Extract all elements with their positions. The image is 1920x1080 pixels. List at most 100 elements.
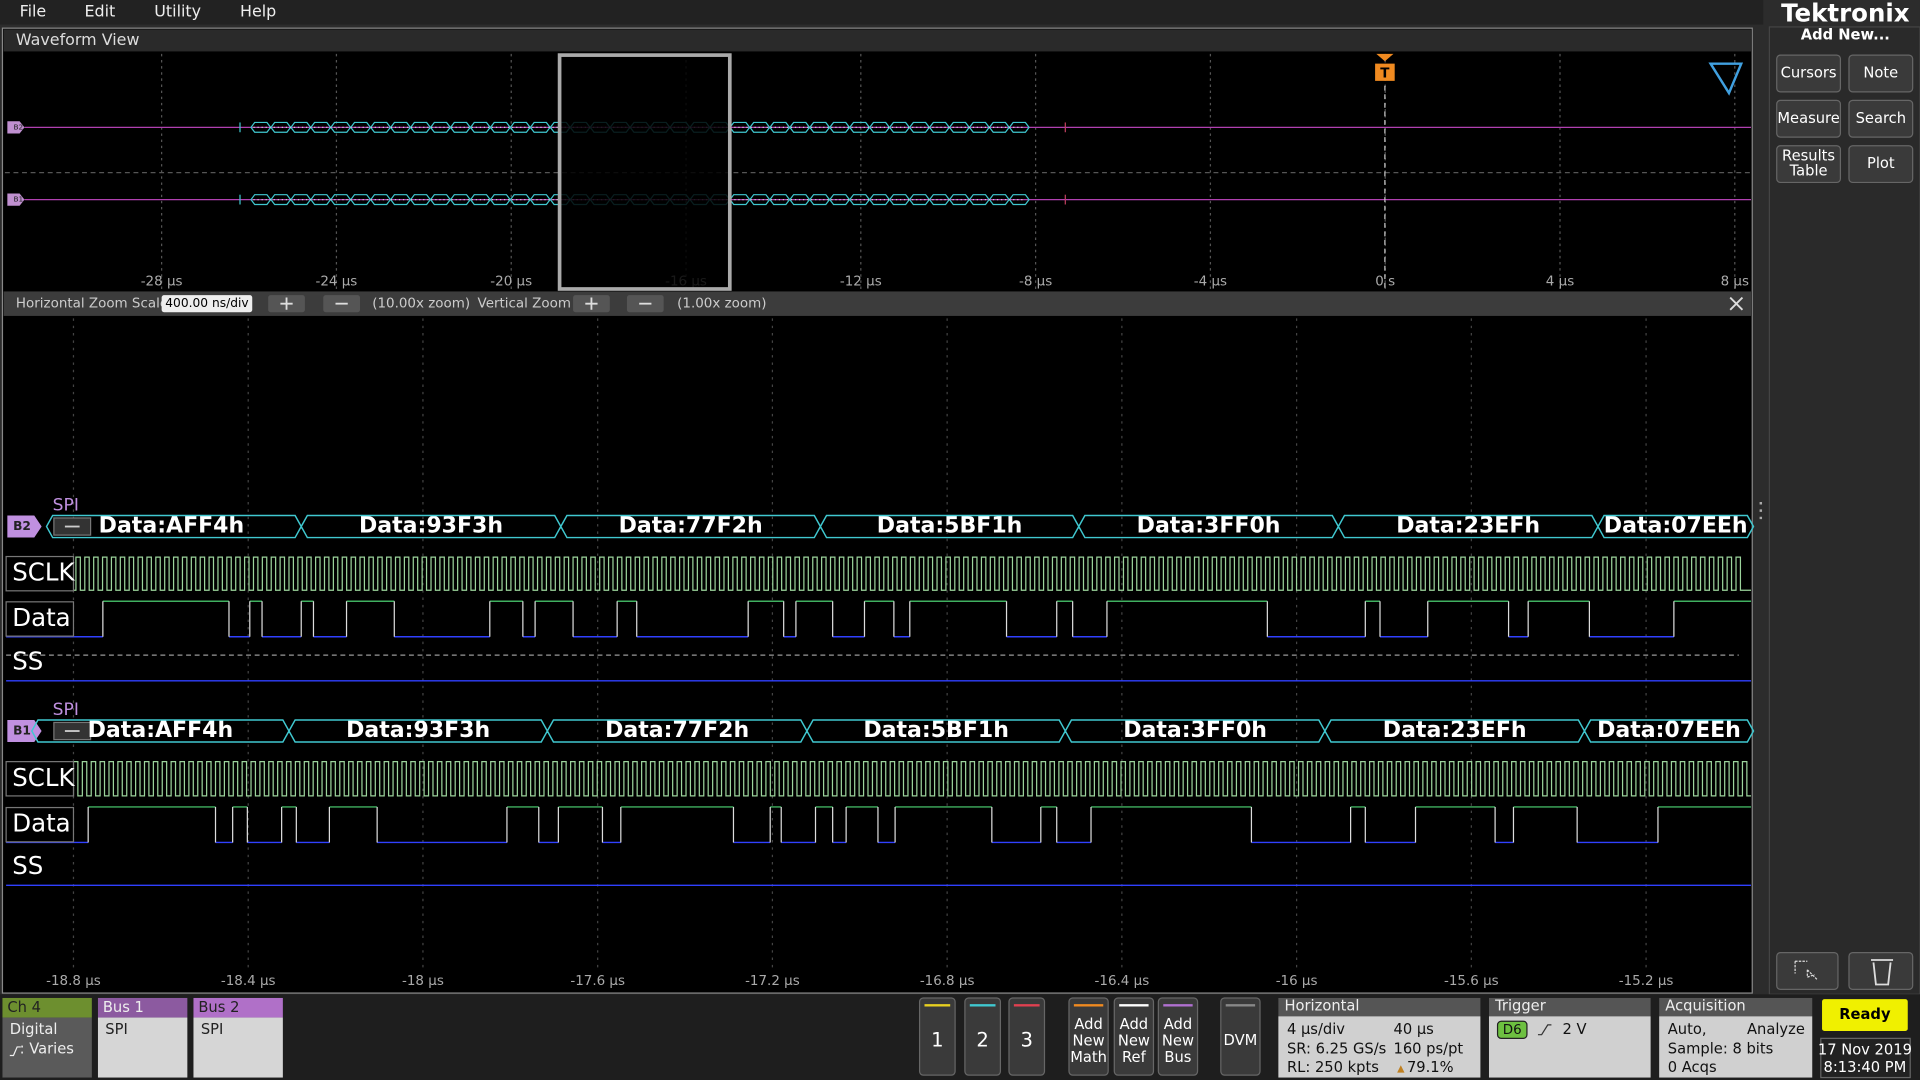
- zoom-button-icon: [280, 297, 293, 310]
- panel-body[interactable]: [1278, 1016, 1481, 1078]
- add-button-label[interactable]: New: [1162, 1032, 1194, 1049]
- add-button[interactable]: [1068, 997, 1109, 1076]
- menu-item[interactable]: Edit: [84, 2, 115, 21]
- panel-body[interactable]: [1659, 1016, 1813, 1078]
- bus-packet-label: Data:AFF4h: [99, 514, 245, 539]
- x-tick-label: -16.4 µs: [1095, 974, 1150, 989]
- side-button-label[interactable]: Table: [1789, 162, 1828, 179]
- side-button[interactable]: [1776, 145, 1842, 184]
- status-text: Ready: [1839, 1006, 1891, 1023]
- panel-text: SR: 6.25 GS/s: [1287, 1040, 1386, 1057]
- x-tick-label: -17.2 µs: [745, 974, 800, 989]
- side-button-label[interactable]: Measure: [1777, 110, 1839, 127]
- x-tick-label: -18 µs: [402, 974, 444, 989]
- panel-title[interactable]: Horizontal: [1284, 998, 1359, 1015]
- add-button[interactable]: [1157, 997, 1199, 1076]
- threshold-icon: [9, 1046, 21, 1057]
- side-button-label[interactable]: Results: [1782, 148, 1835, 165]
- channel-button-label[interactable]: 1: [931, 1028, 943, 1051]
- channel-button[interactable]: [918, 997, 956, 1076]
- add-button-label[interactable]: Ref: [1122, 1049, 1147, 1066]
- bus-protocol: SPI: [53, 496, 79, 516]
- signal-label: Data: [12, 809, 70, 838]
- view-title: Waveform View: [16, 30, 140, 49]
- trash-icon: [1871, 959, 1894, 986]
- status-box: [1822, 999, 1908, 1032]
- data-trace-edges: [87, 806, 1659, 843]
- clock-box: [1820, 1037, 1911, 1079]
- add-button-label[interactable]: Math: [1070, 1049, 1107, 1066]
- selection-icon: [1794, 960, 1818, 981]
- dvm-label[interactable]: DVM: [1224, 1032, 1258, 1049]
- zoom-label: Horizontal Zoom Scale: [16, 297, 168, 312]
- panel-text: 2 V: [1562, 1021, 1586, 1038]
- panel-header[interactable]: [1278, 997, 1481, 1017]
- x-tick-label: -15.2 µs: [1619, 974, 1674, 989]
- badge-header[interactable]: [97, 997, 188, 1018]
- add-button-label[interactable]: Add: [1164, 1016, 1192, 1033]
- panel-text: 79.1%: [1407, 1059, 1454, 1076]
- channel-button-label[interactable]: 2: [976, 1028, 988, 1051]
- x-tick-label: -12 µs: [840, 275, 882, 290]
- add-button-label[interactable]: New: [1118, 1032, 1150, 1049]
- signal-label-box: [5, 806, 75, 843]
- panel-header[interactable]: [1488, 997, 1651, 1017]
- channel-button-label[interactable]: 3: [1021, 1028, 1033, 1051]
- badge-body[interactable]: [97, 1017, 188, 1078]
- badge-title[interactable]: Ch 4: [7, 999, 41, 1016]
- side-button-label[interactable]: Cursors: [1781, 64, 1837, 81]
- side-button[interactable]: [1848, 99, 1914, 138]
- side-button[interactable]: [1848, 54, 1914, 93]
- side-button[interactable]: [1776, 99, 1842, 138]
- side-button-label[interactable]: Plot: [1867, 155, 1895, 172]
- add-button-label[interactable]: Add: [1074, 1016, 1102, 1033]
- badge-header[interactable]: [193, 997, 283, 1018]
- add-button-label[interactable]: Bus: [1164, 1049, 1191, 1066]
- sclk-trace: [6, 556, 1752, 591]
- channel-button[interactable]: [964, 997, 1002, 1076]
- trash-icon-button[interactable]: [1848, 952, 1914, 990]
- bus-packets: [30, 719, 1755, 743]
- menu-item[interactable]: Help: [240, 2, 276, 21]
- add-button-label[interactable]: New: [1073, 1032, 1105, 1049]
- zoom-button-icon: [585, 297, 598, 310]
- side-button[interactable]: [1776, 54, 1842, 93]
- panel-title[interactable]: Acquisition: [1665, 998, 1745, 1015]
- bus-badge: [7, 720, 42, 743]
- panel-title[interactable]: Trigger: [1494, 998, 1547, 1015]
- x-tick-label: -28 µs: [141, 275, 183, 290]
- zoom-value[interactable]: 400.00 ns/div: [165, 296, 248, 310]
- badge-header[interactable]: [2, 997, 92, 1018]
- badge-title[interactable]: Bus 2: [198, 999, 239, 1016]
- x-tick-label: 0 s: [1375, 275, 1395, 290]
- panel-text: 4 µs/div: [1287, 1021, 1345, 1038]
- panel-text: Sample: 8 bits: [1668, 1040, 1774, 1057]
- badge-text: Digital: [10, 1021, 58, 1038]
- bus-packet-label: Data:23EFh: [1383, 718, 1527, 743]
- bus-packet-label: Data:93F3h: [359, 514, 503, 539]
- signal-label: SCLK: [12, 763, 75, 792]
- side-button-label[interactable]: Note: [1863, 64, 1898, 81]
- add-button[interactable]: [1113, 997, 1155, 1076]
- side-button-label[interactable]: Search: [1856, 110, 1906, 127]
- menu-item[interactable]: Utility: [154, 2, 201, 21]
- bus-packet-label: Data:3FF0h: [1137, 514, 1281, 539]
- side-panel: [1768, 26, 1920, 995]
- panel-text: Analyze: [1747, 1021, 1805, 1038]
- badge-title[interactable]: Bus 1: [103, 999, 144, 1016]
- x-tick-label: -18.4 µs: [221, 974, 276, 989]
- bus-packet-label: Data:07EEh: [1597, 718, 1741, 743]
- dvm-button[interactable]: [1220, 997, 1261, 1076]
- channel-button[interactable]: [1008, 997, 1046, 1076]
- side-button[interactable]: [1848, 145, 1914, 184]
- bus-packet-label: Data:23EFh: [1396, 514, 1540, 539]
- bus-badge-label: B2: [13, 122, 23, 131]
- zoom-value-box[interactable]: [161, 295, 253, 313]
- close-icon: [1729, 296, 1744, 311]
- menu-item[interactable]: File: [20, 2, 47, 21]
- badge-body[interactable]: [193, 1017, 283, 1078]
- panel-header[interactable]: [1659, 997, 1813, 1017]
- add-button-label[interactable]: Add: [1120, 1016, 1148, 1033]
